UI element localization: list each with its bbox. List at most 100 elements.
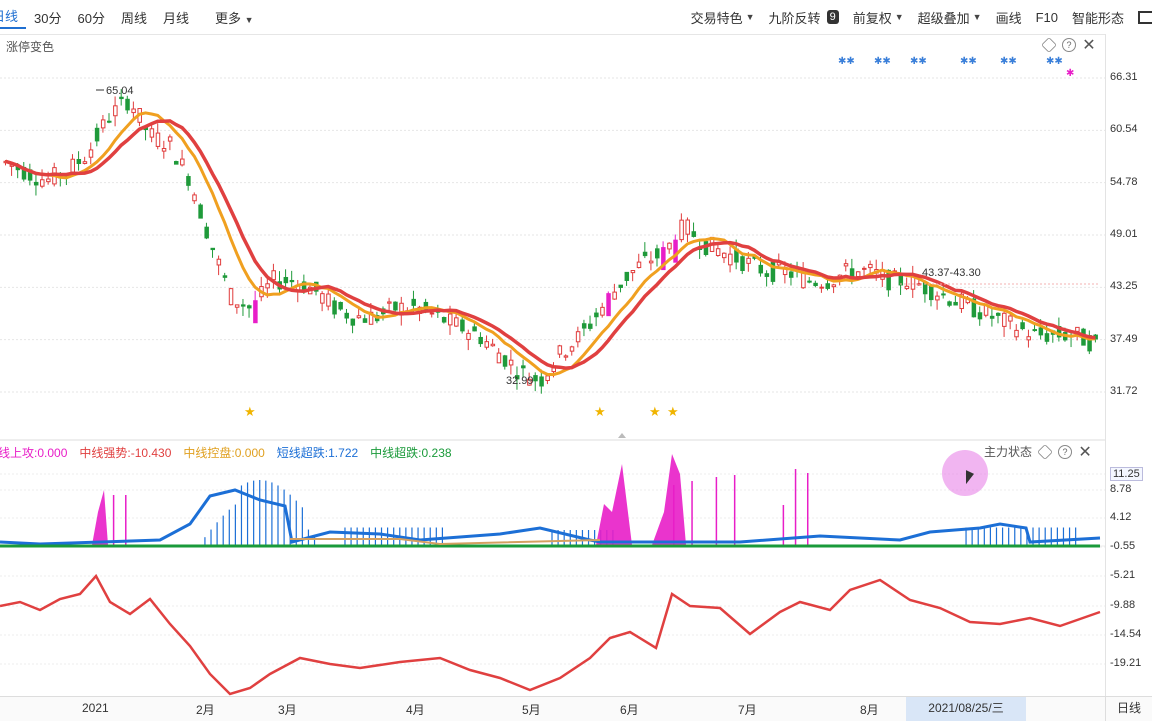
candle-body [149,128,155,138]
panel-toggle-icon[interactable] [1131,10,1152,24]
draw-line-button[interactable]: 画线 [989,8,1029,27]
indicator-tick: -5.21 [1110,569,1136,581]
adjust-menu[interactable]: 前复权 ▼ [846,8,911,27]
range-label: 43.37-43.30 [922,267,981,279]
more-label: 更多 [214,10,241,26]
settings-icon[interactable] [1037,443,1053,460]
candle-body [1032,329,1038,332]
x-label: 2021 [82,701,109,715]
low-price-label: 32.99 [506,375,534,387]
price-tick: 60.54 [1110,123,1138,136]
candle-body [186,176,191,186]
nine-badge: 9 [826,10,839,24]
candle-body [624,271,630,281]
candle-body [192,194,197,202]
candle-body [216,258,222,266]
spike-area [596,464,632,545]
main-panel-icons: ? ✕ [1041,37,1096,54]
candle-body [521,365,526,369]
tab-weekly[interactable]: 周线 [120,10,147,26]
candle-body [253,300,258,324]
tab-monthly[interactable]: 月线 [162,10,189,26]
candle-body [959,293,964,310]
candle-body [831,284,837,288]
indicator-tick: -14.54 [1110,628,1142,640]
trade-feature-menu[interactable]: 交易特色 ▼ [684,8,762,27]
smart-shape-button[interactable]: 智能形态 [1065,8,1131,27]
candle-body [131,108,136,114]
candle-body [569,346,575,352]
candle-body [788,271,794,278]
candle-body [46,178,51,183]
candle-body [563,355,569,358]
star-icon: ★ [594,404,606,419]
candle-body [868,263,873,269]
candle-body [539,376,544,387]
short-oversold-line [0,488,1101,546]
candle-body [228,288,234,306]
candle-body [362,318,368,323]
tab-60min[interactable]: 60分 [77,10,105,26]
signal-marker-icon: ✱✱ [874,56,891,67]
legend-mid-strong: 中线强势:-10.430 [79,446,172,460]
tab-more[interactable]: 更多 ▼ [207,8,262,27]
candle-body [490,343,496,347]
candle-body [33,181,39,186]
candle-body [411,298,416,306]
signal-marker-icon: ✱ [1066,68,1074,79]
star-icon: ★ [244,404,256,419]
nine-reversal-button[interactable]: 九阶反转 9 [762,8,846,27]
help-icon[interactable]: ? [1058,444,1073,459]
candle-body [557,345,563,355]
candle-body [898,274,904,286]
signal-marker-icon: ✱✱ [838,56,855,67]
period-tabs: 日线 30分 60分 周线 月线 更多 ▼ [0,0,262,34]
candle-body [575,331,581,343]
period-button[interactable]: 日线 [1105,697,1152,721]
candle-body [441,317,447,323]
candle-body [545,375,550,382]
candle-body [843,263,849,267]
legend-short-oversold: 短线超跌:1.722 [276,446,359,460]
signal-marker-icon: ✱✱ [1000,56,1017,67]
indicator-tick: 11.25 [1110,467,1143,481]
candle-body [764,273,770,277]
candle-body [886,269,891,291]
candle-body [862,267,867,270]
candle-body [247,305,252,309]
candle-body [715,248,721,257]
tab-daily[interactable]: 日线 [0,6,27,29]
candle-body [320,293,325,304]
caret-down-icon: ▼ [894,12,904,22]
candle-body [173,161,179,165]
candle-body [953,301,958,306]
signal-marker-icon: ✱✱ [960,56,977,67]
candle-body [472,326,477,332]
f10-button[interactable]: F10 [1029,10,1065,25]
close-icon[interactable]: ✕ [1078,443,1092,461]
indicator-tick: 4.12 [1110,511,1132,523]
close-icon[interactable]: ✕ [1082,37,1096,54]
candle-body [929,285,934,301]
candle-body [460,319,465,332]
candle-body [807,280,812,283]
x-label: 7月 [738,703,757,717]
tab-30min[interactable]: 30分 [34,10,62,26]
candle-body [326,293,331,307]
candle-body [76,158,82,165]
candle-body [1075,326,1080,332]
ma-short-line [5,111,1096,377]
x-label: 3月 [278,703,297,717]
candle-body [82,161,88,164]
nine-reversal-label: 九阶反转 [768,10,821,26]
candle-body [40,179,45,187]
candle-body [222,275,228,278]
candle-body [447,313,453,326]
help-icon[interactable]: ? [1062,38,1076,52]
mid-strong-line [0,573,1101,696]
candle-body [466,332,471,340]
cursor-date: 2021/08/25/三 [906,697,1026,721]
overlay-menu[interactable]: 超级叠加 ▼ [911,8,989,27]
indicator-tick: -0.55 [1110,540,1136,552]
